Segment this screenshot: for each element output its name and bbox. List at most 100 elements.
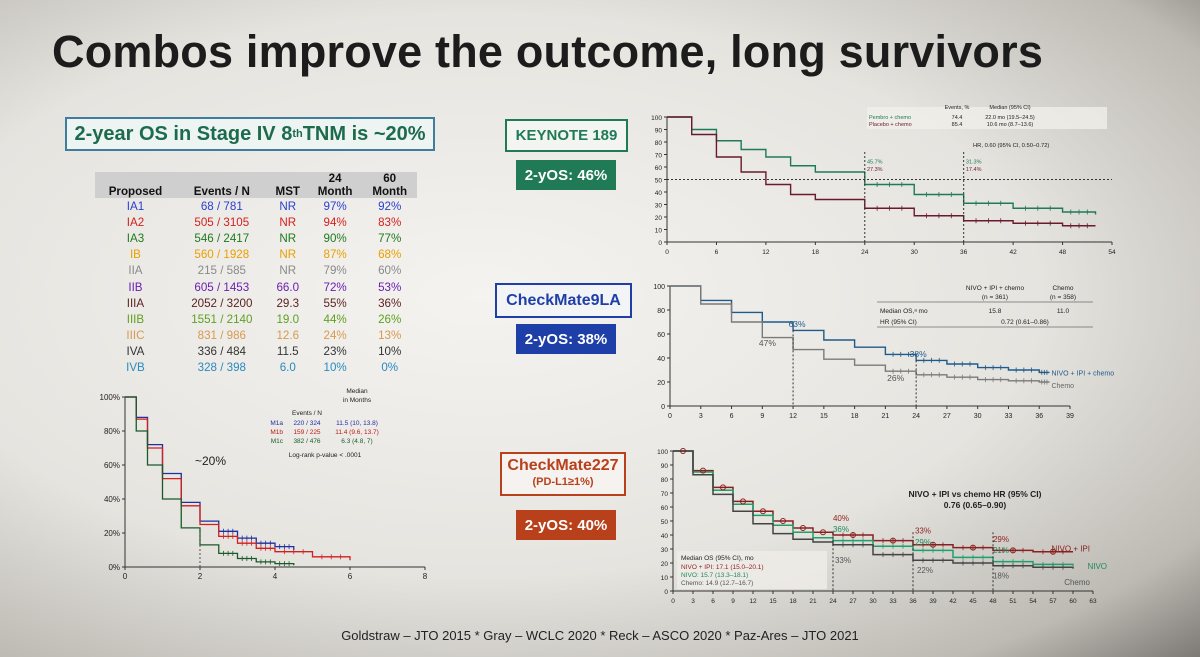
tnm-stage-cell: IVB xyxy=(126,361,145,375)
checkmate9la-annotation: 47% xyxy=(759,338,776,348)
x-tick-label: 54 xyxy=(1029,598,1037,605)
y-tick-label: 70 xyxy=(655,153,663,160)
tnm-mst-cell: NR xyxy=(279,248,297,262)
series-line-m1c xyxy=(125,396,295,566)
header-24-month: 24 Month xyxy=(317,172,353,198)
x-tick-label: 15 xyxy=(769,598,777,605)
tnm-stage-cell: IIA xyxy=(128,264,143,278)
tnm-mst-cell: 11.5 xyxy=(276,345,299,359)
tnm-stage-cell: IIB xyxy=(128,280,143,294)
tnm-events-cell: 546 / 2417 xyxy=(194,231,250,245)
checkmate9la-row-label: Median OS,ᵃ mo xyxy=(880,308,928,315)
checkmate227-name: CheckMate227 xyxy=(507,457,619,474)
tnm-stage-cell: IA3 xyxy=(126,231,145,245)
x-tick-label: 27 xyxy=(849,598,857,605)
y-tick-label: 20 xyxy=(655,215,663,222)
tnm-60month-cell: 13% xyxy=(378,329,402,343)
checkmate227-hr-value: 0.76 (0.65–0.90) xyxy=(944,500,1007,510)
checkmate227-survival-chart: 0 3 6 9 12 15 18 21 24 27 30 33 36 39 42 45 48 51 54 57 60 63… xyxy=(657,448,1107,605)
tnm-stage-cell: IA1 xyxy=(126,199,145,213)
tnm-24month-cell: 55% xyxy=(323,296,347,310)
y-tick-label: 60 xyxy=(655,165,663,172)
x-tick-label: 57 xyxy=(1049,598,1057,605)
checkmate227-label-box: CheckMate227 (PD-L1≥1%) xyxy=(500,452,626,496)
x-tick-label: 0 xyxy=(671,598,675,605)
keynote189-annotation: 45.7% xyxy=(867,159,883,165)
checkmate227-series-label: NIVO + IPI xyxy=(1052,544,1090,553)
tnm-24month-cell: 94% xyxy=(323,215,347,229)
x-tick-label: 6 xyxy=(348,572,353,581)
y-tick-label: 80 xyxy=(655,140,663,147)
checkmate9la-col-header-a: NIVO + IPI + chemo xyxy=(966,285,1025,292)
keynote189-2yos-badge: 2-yOS: 46% xyxy=(516,160,616,190)
tnm-60month-cell: 10% xyxy=(378,345,402,359)
tnm-events-cell: 1551 / 2140 xyxy=(191,312,253,326)
x-tick-label: 3 xyxy=(691,598,695,605)
y-tick-label: 10 xyxy=(661,575,669,582)
series-line-chemo xyxy=(670,285,1050,383)
stage-iv-annotation: ~20% xyxy=(195,454,226,468)
x-tick-label: 30 xyxy=(911,249,919,256)
header-60-month: 60 Month xyxy=(372,172,408,198)
x-tick-label: 45 xyxy=(969,598,977,605)
x-tick-label: 30 xyxy=(974,413,982,420)
keynote189-survival-chart: 0 6 12 18 24 30 36 42 48 54 0 10 20 30 40 50 60 70 80 90 100… xyxy=(651,105,1116,256)
x-tick-label: 3 xyxy=(699,413,703,420)
x-tick-label: 33 xyxy=(889,598,897,605)
x-tick-label: 0 xyxy=(123,572,128,581)
tnm-events-cell: 328 / 398 xyxy=(197,361,246,375)
tnm-row-ivb: IVB 328 / 398 6.0 10% 0% xyxy=(95,360,417,376)
x-tick-label: 18 xyxy=(812,249,820,256)
x-tick-label: 9 xyxy=(731,598,735,605)
checkmate9la-row-label: HR (95% CI) xyxy=(880,319,917,326)
x-tick-label: 15 xyxy=(820,413,828,420)
tnm-stage-cell: IIIB xyxy=(126,312,145,326)
keynote189-events-header: Events, % xyxy=(945,105,970,111)
x-tick-label: 12 xyxy=(749,598,757,605)
checkmate9la-col-header-a-n: (n = 361) xyxy=(982,294,1008,301)
stage-iv-legend-label: M1c xyxy=(271,438,284,445)
censor-circle xyxy=(680,448,686,454)
checkmate227-series-label: Chemo xyxy=(1064,578,1090,587)
censor-circle xyxy=(800,525,806,531)
x-tick-label: 9 xyxy=(760,413,764,420)
tnm-mst-cell: 66.0 xyxy=(276,280,300,294)
x-tick-label: 60 xyxy=(1069,598,1077,605)
checkmate9la-col-header-b: Chemo xyxy=(1053,285,1074,292)
x-tick-label: 36 xyxy=(1035,413,1043,420)
x-tick-label: 39 xyxy=(929,598,937,605)
y-tick-label: 80% xyxy=(104,427,120,436)
checkmate9la-annotation: 38% xyxy=(910,349,927,359)
tnm-survival-table: Proposed Events / N MST 24 Month 60 Mont… xyxy=(95,172,417,376)
checkmate9la-series-label: Chemo xyxy=(1051,383,1074,390)
censor-circle xyxy=(720,484,726,491)
keynote189-annotation: 27.3% xyxy=(867,167,883,173)
tnm-table-body: IA1 68 / 781 NR 97% 92% IA2 505 / 3105 NR 94% 83%… xyxy=(95,198,417,376)
checkmate9la-survival-chart: 0 3 6 9 12 15 18 21 24 27 30 33 36 3902040608010063%4… xyxy=(653,284,1114,420)
keynote189-legend-label: Pembro + chemo xyxy=(869,115,911,121)
checkmate9la-series-label: NIVO + IPI + chemo xyxy=(1051,370,1114,377)
checkmate9la-row-b: 11.0 xyxy=(1057,308,1070,315)
x-tick-label: 2 xyxy=(198,572,203,581)
tnm-row-ia1: IA1 68 / 781 NR 97% 92% xyxy=(95,198,417,214)
series-line-pembro-chemo xyxy=(667,116,1097,215)
tnm-24month-cell: 10% xyxy=(323,361,347,375)
tnm-mst-cell: NR xyxy=(279,199,297,213)
x-tick-label: 18 xyxy=(789,598,797,605)
y-tick-label: 100 xyxy=(651,115,662,122)
tnm-stage-cell: IIIC xyxy=(126,329,145,343)
y-tick-label: 0 xyxy=(661,404,665,411)
checkmate227-median-row: NIVO: 15.7 (13.3–18.1) xyxy=(681,572,748,579)
censor-circle xyxy=(890,537,896,544)
stage-iv-legend-label: M1b xyxy=(270,429,283,436)
x-tick-label: 42 xyxy=(1009,249,1017,256)
checkmate9la-row-a: 0.72 (0.61–0.86) xyxy=(1001,319,1049,326)
tnm-24month-cell: 72% xyxy=(323,280,347,294)
y-tick-label: 60 xyxy=(661,505,669,512)
tnm-stage-cell: IB xyxy=(129,248,141,262)
checkmate9la-label-box: CheckMate9LA xyxy=(495,283,632,318)
tnm-24month-cell: 87% xyxy=(323,248,347,262)
tnm-stage-cell: IVA xyxy=(126,345,145,359)
censor-circle xyxy=(1010,547,1016,554)
